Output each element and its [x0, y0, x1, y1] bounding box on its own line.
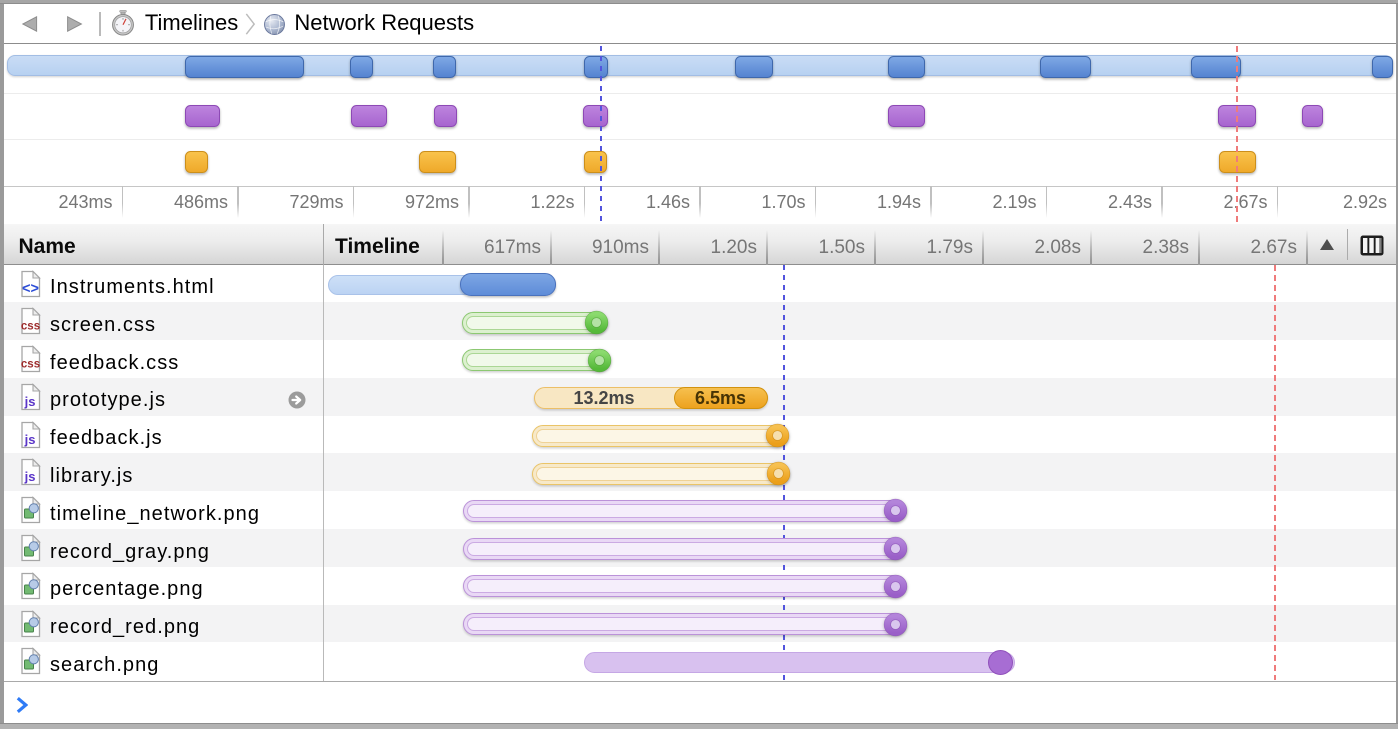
svg-text:css: css — [21, 321, 40, 333]
svg-text:css: css — [21, 359, 40, 371]
svg-text:js: js — [24, 394, 36, 409]
svg-text:js: js — [24, 469, 36, 484]
svg-text:js: js — [24, 432, 36, 447]
svg-text:<>: <> — [22, 281, 39, 297]
